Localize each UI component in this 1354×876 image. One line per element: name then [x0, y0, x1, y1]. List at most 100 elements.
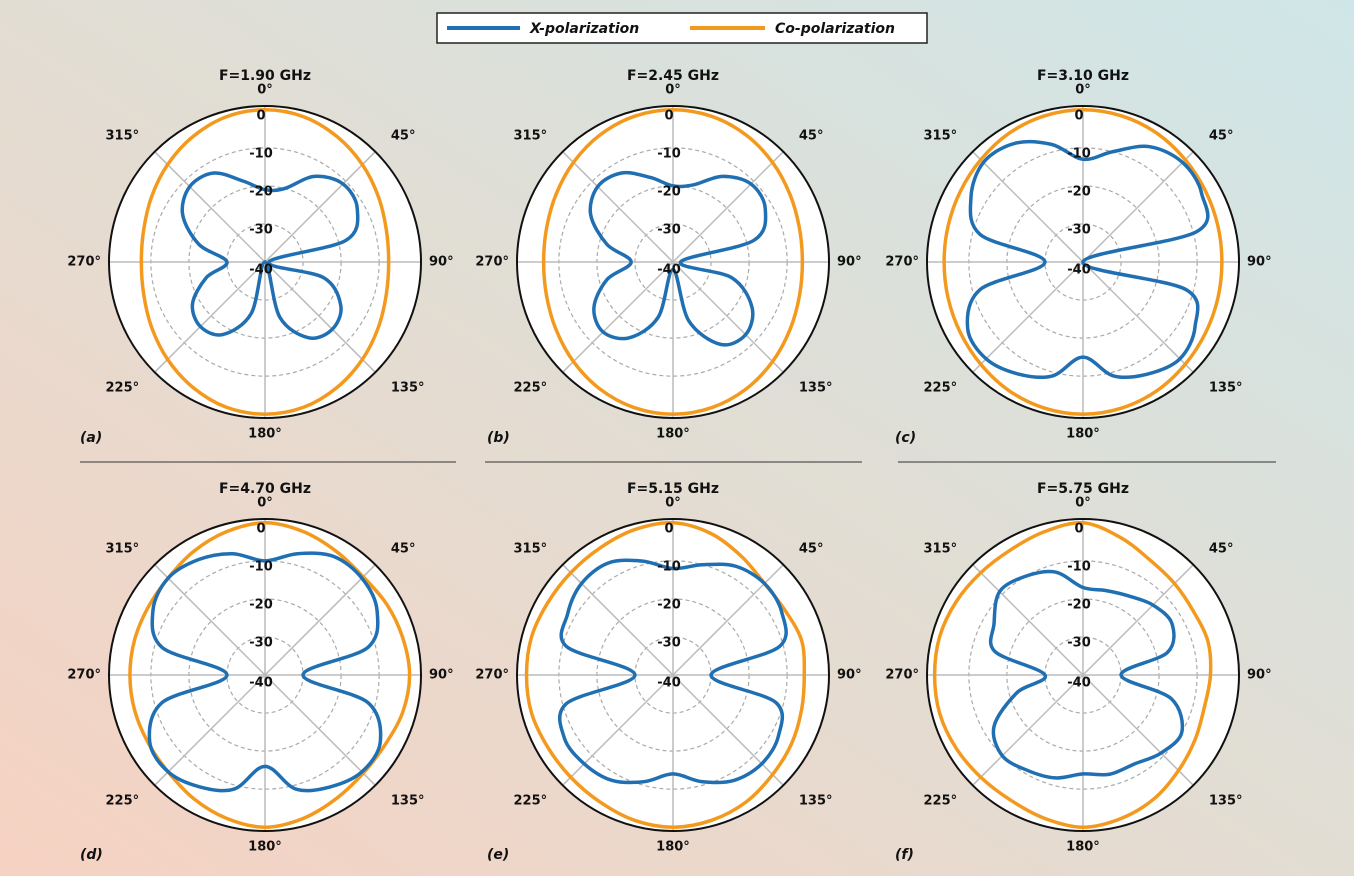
- legend: X-polarization Co-polarization: [436, 12, 928, 44]
- r-tick-label: -40: [657, 263, 681, 278]
- plot-border: [516, 518, 830, 832]
- panel-label: (d): [80, 847, 103, 863]
- r-tick-label: -20: [249, 597, 273, 612]
- grid-spoke: [264, 151, 376, 263]
- grid-spoke: [672, 674, 784, 786]
- r-tick-label: -20: [1067, 597, 1091, 612]
- angle-label: 270°: [885, 668, 919, 683]
- angle-label: 270°: [67, 255, 101, 270]
- angle-label: 225°: [513, 380, 547, 395]
- angle-label: 0°: [665, 496, 681, 511]
- r-tick-label: -20: [657, 597, 681, 612]
- polar-chart: 0° 45° 90° 135° 180° 225° 270° 315° 0 -10 -20 -30 -4…: [475, 68, 861, 446]
- angle-label: 90°: [1247, 668, 1272, 683]
- angle-label: 90°: [837, 668, 862, 683]
- angle-label: 270°: [67, 668, 101, 683]
- chart-title: F=4.70 GHz: [219, 481, 311, 497]
- polar-chart: 0° 45° 90° 135° 180° 225° 270° 315° 0 -10 -20 -30 -4…: [885, 68, 1271, 446]
- grid-spoke: [154, 261, 266, 373]
- chart-title: F=1.90 GHz: [219, 68, 311, 84]
- angle-label: 180°: [1066, 427, 1100, 442]
- angle-label: 315°: [105, 129, 139, 144]
- r-tick-label: 0: [1074, 521, 1083, 536]
- angle-label: 45°: [799, 129, 824, 144]
- angle-label: 0°: [1075, 83, 1091, 98]
- r-tick-label: -10: [1067, 559, 1091, 574]
- grid-spoke: [972, 564, 1084, 676]
- angle-label: 315°: [923, 129, 957, 144]
- angle-label: 315°: [923, 542, 957, 557]
- r-tick-label: -10: [249, 146, 273, 161]
- angle-label: 90°: [429, 668, 454, 683]
- angle-label: 135°: [799, 380, 833, 395]
- chart-title: F=5.75 GHz: [1037, 481, 1129, 497]
- grid-spoke: [264, 674, 376, 786]
- pattern-line: [558, 558, 788, 785]
- angle-label: 45°: [391, 542, 416, 557]
- pattern-line: [965, 139, 1210, 380]
- angle-label: 135°: [1209, 380, 1243, 395]
- grid-spoke: [972, 674, 1084, 786]
- angle-label: 225°: [923, 793, 957, 808]
- r-tick-label: -20: [1067, 184, 1091, 199]
- angle-label: 180°: [656, 840, 690, 855]
- grid-spoke: [1082, 674, 1194, 786]
- angle-label: 90°: [837, 255, 862, 270]
- r-tick-label: -20: [657, 184, 681, 199]
- grid-spoke: [154, 674, 266, 786]
- pattern-line: [139, 108, 391, 416]
- angle-label: 135°: [391, 380, 425, 395]
- plot-border: [108, 518, 422, 832]
- pattern-line: [942, 108, 1224, 416]
- legend-label: X-polarization: [529, 21, 639, 37]
- grid-spoke: [264, 564, 376, 676]
- r-tick-label: -20: [249, 184, 273, 199]
- polar-chart: 0° 45° 90° 135° 180° 225° 270° 315° 0 -10 -20 -30 -4…: [475, 481, 861, 863]
- chart-title: F=3.10 GHz: [1037, 68, 1129, 84]
- angle-label: 315°: [513, 129, 547, 144]
- plot-border: [926, 105, 1240, 419]
- pattern-line: [128, 521, 412, 829]
- r-tick-label: -30: [657, 635, 681, 650]
- plot-border: [108, 105, 422, 419]
- r-tick-label: 0: [664, 521, 673, 536]
- polar-chart: 0° 45° 90° 135° 180° 225° 270° 315° 0 -10 -20 -30 -4…: [67, 68, 453, 446]
- grid-spoke: [972, 151, 1084, 263]
- angle-label: 90°: [429, 255, 454, 270]
- angle-label: 45°: [1209, 129, 1234, 144]
- grid-spoke: [1082, 151, 1194, 263]
- r-tick-label: -40: [249, 263, 273, 278]
- grid-spoke: [1082, 261, 1194, 373]
- r-tick-label: -30: [249, 222, 273, 237]
- grid-spoke: [562, 674, 674, 786]
- angle-label: 180°: [1066, 840, 1100, 855]
- legend-label: Co-polarization: [775, 21, 895, 37]
- angle-label: 45°: [799, 542, 824, 557]
- angle-label: 0°: [1075, 496, 1091, 511]
- grid-spoke: [972, 261, 1084, 373]
- angle-label: 315°: [513, 542, 547, 557]
- r-tick-label: -10: [657, 146, 681, 161]
- angle-label: 0°: [257, 496, 273, 511]
- angle-label: 45°: [391, 129, 416, 144]
- r-tick-label: 0: [664, 108, 673, 123]
- r-tick-label: -40: [1067, 676, 1091, 691]
- pattern-line: [932, 520, 1213, 829]
- angle-label: 180°: [656, 427, 690, 442]
- chart-title: F=2.45 GHz: [627, 68, 719, 84]
- pattern-line: [524, 521, 807, 829]
- angle-label: 270°: [885, 255, 919, 270]
- grid-spoke: [672, 151, 784, 263]
- grid-spoke: [562, 261, 674, 373]
- r-tick-label: -40: [249, 676, 273, 691]
- panel-label: (e): [487, 847, 509, 863]
- grid-spoke: [154, 564, 266, 676]
- angle-label: 270°: [475, 668, 509, 683]
- angle-label: 0°: [665, 83, 681, 98]
- r-tick-label: -30: [657, 222, 681, 237]
- angle-label: 225°: [923, 380, 957, 395]
- r-tick-label: -30: [1067, 222, 1091, 237]
- grid-spoke: [154, 151, 266, 263]
- r-tick-label: -10: [657, 559, 681, 574]
